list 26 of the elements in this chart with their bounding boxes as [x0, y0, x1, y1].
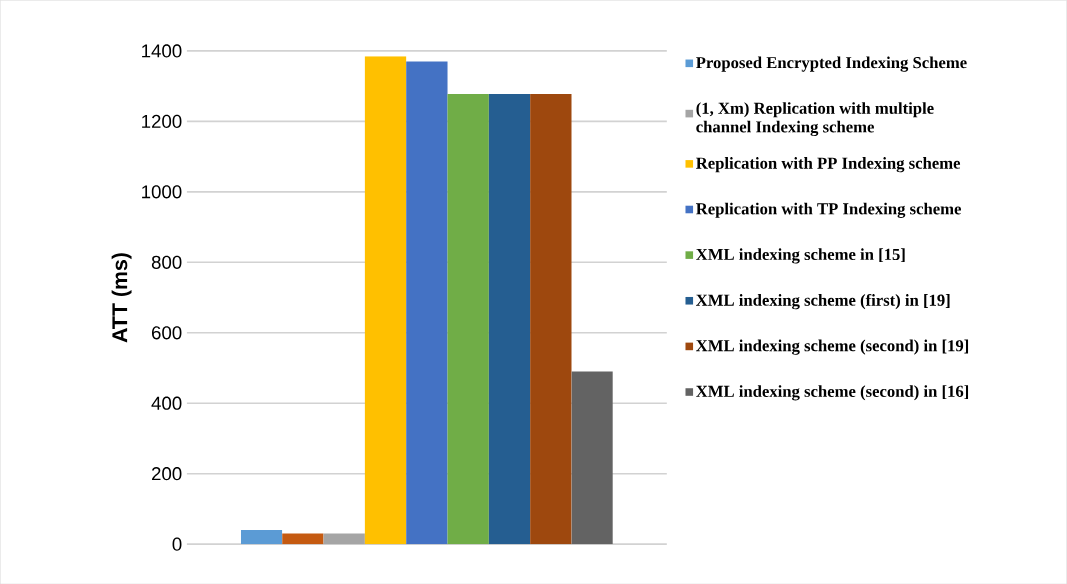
y-tick-label: 1400 [142, 44, 182, 58]
y-tick-label: 1000 [142, 185, 182, 199]
bar [447, 93, 489, 544]
legend-label: Proposed Encrypted Indexing Scheme [696, 56, 967, 72]
bar [364, 55, 407, 544]
bar [571, 371, 613, 544]
bar [240, 529, 283, 544]
y-tick-label: 200 [152, 466, 182, 481]
bar [530, 93, 572, 544]
legend-label: XML indexing scheme (second) in [16] [696, 385, 969, 401]
y-axis-title: ATT (ms) [111, 252, 132, 343]
y-tick-label: 600 [152, 325, 182, 340]
bar [323, 533, 365, 544]
legend-label: XML indexing scheme (first) in [19] [696, 293, 950, 310]
legend-label: Replication with PP Indexing scheme [696, 156, 961, 173]
y-tick-label: 400 [151, 396, 182, 410]
bar [406, 61, 448, 544]
legend-label: Replication with TP Indexing scheme [696, 202, 961, 218]
y-tick-label: 800 [151, 255, 182, 269]
legend-label: XML indexing scheme in [15] [696, 248, 905, 264]
legend-label: (1, Xm) Replication with multiple channel Indexing scheme [696, 101, 934, 136]
y-tick-label: 1200 [142, 114, 182, 128]
legend-label: XML indexing scheme (second) in [19] [696, 339, 969, 355]
y-tick-label: 0 [172, 537, 182, 551]
bar [488, 93, 531, 544]
bar [282, 533, 324, 544]
